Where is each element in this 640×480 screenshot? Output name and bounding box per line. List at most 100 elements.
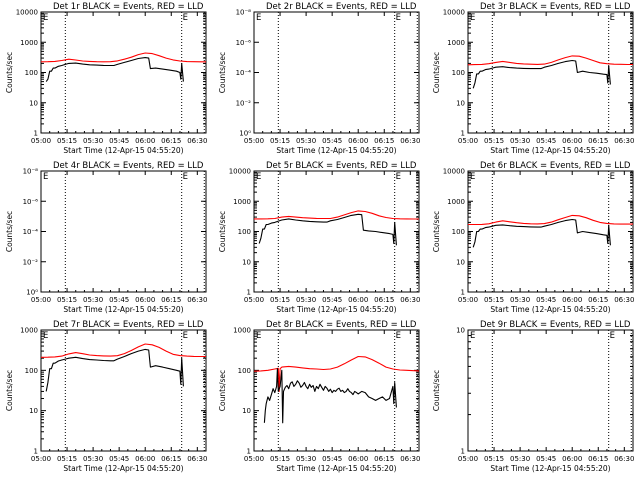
x-tick-label: 05:15 xyxy=(57,296,77,304)
x-tick-label: 05:45 xyxy=(322,296,342,304)
x-axis-label: Start Time (12-Apr-15 04:55:20) xyxy=(63,305,183,314)
x-tick-label: 06:15 xyxy=(374,137,394,145)
x-tick-label: 06:30 xyxy=(400,137,420,145)
event-marker-end: E xyxy=(396,172,401,182)
y-tick-label: 100 xyxy=(238,228,251,236)
x-tick-label: 05:30 xyxy=(296,137,316,145)
event-marker-start: E xyxy=(43,172,48,182)
x-tick-label: 05:00 xyxy=(458,296,478,304)
x-tick-label: 06:00 xyxy=(562,455,582,463)
event-marker-start: E xyxy=(256,13,261,23)
x-axis-label: Start Time (12-Apr-15 04:55:20) xyxy=(63,146,183,155)
event-marker-end: E xyxy=(396,13,401,23)
x-tick-label: 05:15 xyxy=(57,455,77,463)
y-tick-label: 10⁻⁶ xyxy=(236,39,252,47)
y-tick-label: 10000 xyxy=(443,9,465,17)
y-tick-label: 10 xyxy=(29,407,38,415)
x-tick-label: 05:45 xyxy=(536,296,556,304)
x-tick-label: 05:00 xyxy=(31,455,51,463)
x-tick-label: 06:00 xyxy=(348,137,368,145)
y-tick-label: 10000 xyxy=(229,168,251,176)
x-tick-label: 06:15 xyxy=(161,455,181,463)
y-tick-label: 10⁰ xyxy=(26,289,38,297)
x-tick-label: 05:15 xyxy=(270,296,290,304)
y-tick-label: 1000 xyxy=(447,39,465,47)
x-tick-label: 06:30 xyxy=(614,455,634,463)
series-line-events xyxy=(258,213,397,246)
y-tick-label: 10⁻⁶ xyxy=(23,198,39,206)
x-tick-label: 06:30 xyxy=(187,137,207,145)
y-tick-label: 1 xyxy=(34,130,38,138)
y-tick-label: 10 xyxy=(456,327,465,335)
panel-8: Det 8r BLACK = Events, RED = LLD Counts/s… xyxy=(218,320,420,473)
series-line-events xyxy=(45,57,184,82)
panel-4: Det 4r BLACK = Events, RED = LLD Counts/s… xyxy=(5,161,207,314)
x-tick-label: 06:15 xyxy=(161,296,181,304)
panel-title: Det 6r BLACK = Events, RED = LLD xyxy=(480,161,631,171)
panel-title: Det 5r BLACK = Events, RED = LLD xyxy=(266,161,417,171)
x-tick-label: 06:00 xyxy=(348,455,368,463)
panel-2: Det 2r BLACK = Events, RED = LLD Counts/s… xyxy=(218,2,420,155)
y-tick-label: 10⁻⁴ xyxy=(23,228,39,236)
x-axis-label: Start Time (12-Apr-15 04:55:20) xyxy=(276,146,396,155)
x-tick-label: 05:15 xyxy=(57,137,77,145)
y-tick-label: 1000 xyxy=(233,327,251,335)
x-tick-label: 05:15 xyxy=(484,296,504,304)
x-tick-label: 06:30 xyxy=(400,455,420,463)
y-tick-label: 100 xyxy=(25,69,38,77)
panel-9: Det 9r BLACK = Events, RED = LLD Counts/s… xyxy=(432,320,634,473)
panel-5: Det 5r BLACK = Events, RED = LLD Counts/s… xyxy=(218,161,420,314)
y-tick-label: 1 xyxy=(461,289,465,297)
plot-frame xyxy=(467,329,634,452)
series-line-lld xyxy=(40,52,206,63)
x-tick-label: 05:15 xyxy=(484,455,504,463)
panel-title: Det 7r BLACK = Events, RED = LLD xyxy=(53,320,204,330)
y-axis-label: Counts/sec xyxy=(5,52,14,93)
y-axis-label: Counts/sec xyxy=(432,211,441,252)
y-axis-label: Counts/sec xyxy=(5,370,14,411)
series-line-events xyxy=(45,348,184,392)
y-axis-label: Counts/sec xyxy=(432,370,441,411)
x-axis-label: Start Time (12-Apr-15 04:55:20) xyxy=(490,464,610,473)
plot-frame xyxy=(253,329,420,452)
y-axis-label: Counts/sec xyxy=(218,370,227,411)
x-tick-label: 06:30 xyxy=(187,296,207,304)
series-line-lld xyxy=(467,55,633,66)
event-marker-end: E xyxy=(610,13,615,23)
x-tick-label: 05:30 xyxy=(510,296,530,304)
x-tick-label: 06:15 xyxy=(588,137,608,145)
y-axis-label: Counts/sec xyxy=(5,211,14,252)
x-axis-label: Start Time (12-Apr-15 04:55:20) xyxy=(490,146,610,155)
x-tick-label: 05:30 xyxy=(510,455,530,463)
x-tick-label: 05:00 xyxy=(458,455,478,463)
x-axis-label: Start Time (12-Apr-15 04:55:20) xyxy=(63,464,183,473)
y-tick-label: 10⁰ xyxy=(239,130,251,138)
plot-frame xyxy=(40,329,207,452)
x-tick-label: 05:15 xyxy=(270,455,290,463)
panel-3: Det 3r BLACK = Events, RED = LLD Counts/s… xyxy=(432,2,634,155)
y-tick-label: 1 xyxy=(247,289,251,297)
event-marker-end: E xyxy=(610,172,615,182)
series-line-events xyxy=(263,368,397,424)
x-tick-label: 05:45 xyxy=(536,137,556,145)
panel-6: Det 6r BLACK = Events, RED = LLD Counts/s… xyxy=(432,161,634,314)
x-tick-label: 06:00 xyxy=(562,137,582,145)
x-tick-label: 05:45 xyxy=(109,137,129,145)
y-tick-label: 10 xyxy=(242,258,251,266)
series-line-lld xyxy=(468,214,633,226)
event-marker-end: E xyxy=(183,172,188,182)
y-tick-label: 10 xyxy=(29,99,38,107)
series-line-lld xyxy=(40,343,206,358)
y-tick-label: 1 xyxy=(461,448,465,456)
x-tick-label: 05:30 xyxy=(83,137,103,145)
x-tick-label: 05:00 xyxy=(244,455,264,463)
series-line-events xyxy=(472,59,611,89)
y-tick-label: 10000 xyxy=(16,9,38,17)
event-marker-end: E xyxy=(183,13,188,23)
event-marker-start: E xyxy=(470,331,475,341)
x-tick-label: 05:00 xyxy=(244,137,264,145)
event-marker-end: E xyxy=(183,331,188,341)
y-tick-label: 10 xyxy=(456,258,465,266)
x-tick-label: 05:30 xyxy=(296,296,316,304)
x-tick-label: 05:45 xyxy=(109,455,129,463)
